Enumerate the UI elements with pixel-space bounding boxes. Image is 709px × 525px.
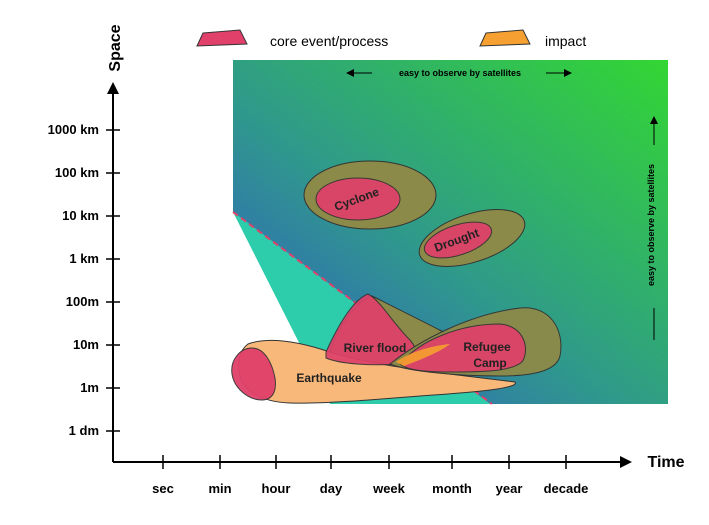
y-tick-group-6: 1m <box>80 380 120 395</box>
x-tick-label: week <box>372 481 406 496</box>
x-tick-group-1: min <box>208 455 232 496</box>
x-axis-title: Time <box>647 454 684 471</box>
y-tick-label: 1 km <box>69 251 99 266</box>
x-tick-group-7: decade <box>544 455 589 496</box>
refugee-camp-core-shape <box>399 323 526 373</box>
legend-core-swatch <box>196 29 248 47</box>
y-axis-arrowhead <box>107 82 119 94</box>
river-flood-label: River flood <box>344 341 407 355</box>
x-tick-group-2: hour <box>262 455 291 496</box>
y-tick-label: 1m <box>80 380 99 395</box>
y-tick-label: 10 km <box>62 208 99 223</box>
y-tick-label: 10m <box>73 337 99 352</box>
y-tick-group-1: 100 km <box>55 165 120 180</box>
y-axis-title: Space <box>107 24 124 71</box>
y-tick-group-0: 1000 km <box>48 122 120 137</box>
x-tick-label: hour <box>262 481 291 496</box>
legend-core-label: core event/process <box>270 33 388 49</box>
y-tick-label: 100 km <box>55 165 99 180</box>
y-tick-group-4: 100m <box>66 294 120 309</box>
x-tick-group-3: day <box>320 455 343 496</box>
refugee-camp-label-line2: Camp <box>473 356 506 370</box>
x-tick-group-6: year <box>496 455 523 496</box>
x-tick-label: decade <box>544 481 589 496</box>
river-flood-core-shape <box>325 293 417 366</box>
refugee-camp-label-line1: Refugee <box>463 340 511 354</box>
x-tick-group-0: sec <box>152 455 174 496</box>
refugee-camp-overlap-shape <box>396 344 450 366</box>
x-tick-label: min <box>208 481 231 496</box>
legend: core event/process impact <box>196 29 586 49</box>
x-tick-group-4: week <box>372 455 406 496</box>
y-tick-group-3: 1 km <box>69 251 120 266</box>
vertical-note: easy to observe by satellites <box>646 164 656 286</box>
y-tick-group-5: 10m <box>73 337 120 352</box>
x-tick-label: year <box>496 481 523 496</box>
y-tick-group-7: 1 dm <box>69 423 120 438</box>
earthquake-core-shape <box>231 347 276 401</box>
horizontal-note: easy to observe by satellites <box>399 68 521 78</box>
legend-impact-swatch <box>479 29 531 47</box>
x-tick-group-5: month <box>432 455 472 496</box>
cyclone-core-shape <box>315 177 401 221</box>
x-tick-label: day <box>320 481 343 496</box>
y-tick-group-2: 10 km <box>62 208 120 223</box>
y-tick-label: 100m <box>66 294 99 309</box>
drought-core-shape <box>423 221 493 259</box>
x-tick-label: sec <box>152 481 174 496</box>
earthquake-label: Earthquake <box>296 371 362 385</box>
x-axis-arrowhead <box>620 456 632 468</box>
x-tick-label: month <box>432 481 472 496</box>
y-tick-label: 1000 km <box>48 122 99 137</box>
legend-impact-label: impact <box>545 33 586 49</box>
y-tick-label: 1 dm <box>69 423 99 438</box>
